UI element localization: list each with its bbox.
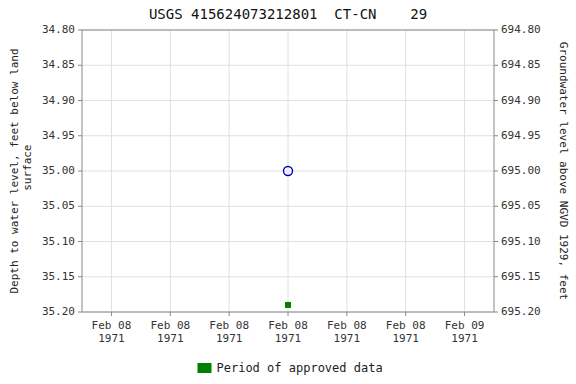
plot-frame bbox=[82, 30, 494, 312]
y2-axis-label: Groundwater level above NGVD 1929, feet bbox=[557, 42, 570, 300]
x-tick bbox=[288, 312, 289, 316]
y2-tick bbox=[494, 171, 498, 172]
x-grid-line bbox=[229, 30, 230, 312]
y-tick-label: 35.15 bbox=[42, 270, 75, 283]
text-line: 1971 bbox=[157, 332, 184, 345]
x-axis: Feb 081971Feb 081971Feb 081971Feb 081971… bbox=[92, 312, 485, 345]
y2-tick-label: 695.00 bbox=[501, 164, 541, 177]
y-tick bbox=[78, 206, 82, 207]
y2-tick-label: 694.80 bbox=[501, 23, 541, 36]
y-axis: 34.80 34.85 34.90 34.95 35.00 35.05 35.10 35.15… bbox=[42, 23, 82, 318]
x-tick bbox=[346, 312, 347, 316]
y-tick-label: 34.85 bbox=[42, 58, 75, 71]
point bbox=[284, 167, 293, 176]
x-tick-label: Feb 081971 bbox=[268, 319, 308, 345]
y2-tick bbox=[494, 312, 498, 313]
x-grid-line bbox=[170, 30, 171, 312]
x-tick bbox=[170, 312, 171, 316]
text-line: Depth to water level, feet below land bbox=[8, 48, 21, 293]
y-tick bbox=[78, 65, 82, 66]
x-tick bbox=[111, 312, 112, 316]
y-tick-label: 34.80 bbox=[42, 23, 75, 36]
marks bbox=[284, 167, 293, 308]
y2-tick-label: 695.15 bbox=[501, 270, 541, 283]
text-line: 1971 bbox=[216, 332, 243, 345]
text-line: Feb 08 bbox=[209, 319, 249, 332]
y-tick bbox=[78, 312, 82, 313]
x-tick-label: Feb 081971 bbox=[386, 319, 426, 345]
y-tick-label: 34.90 bbox=[42, 94, 75, 107]
y2-tick-label: 695.10 bbox=[501, 235, 541, 248]
y-tick-label: 35.05 bbox=[42, 199, 75, 212]
text-line: 1971 bbox=[275, 332, 302, 345]
y-tick bbox=[78, 171, 82, 172]
x-tick-label: Feb 081971 bbox=[327, 319, 367, 345]
y-axis-label: Depth to water level, feet below land su… bbox=[8, 48, 34, 293]
text-line: 1971 bbox=[334, 332, 361, 345]
text-line: Feb 09 bbox=[445, 319, 485, 332]
x-grid-line bbox=[405, 30, 406, 312]
y2-tick bbox=[494, 30, 498, 31]
x-tick-label: Feb 081971 bbox=[92, 319, 132, 345]
text-line: 1971 bbox=[392, 332, 419, 345]
y-tick-label: 35.10 bbox=[42, 235, 75, 248]
x-grid-line bbox=[111, 30, 112, 312]
y2-tick-label: 695.05 bbox=[501, 199, 541, 212]
title: USGS 415624073212801 CT-CN 29 bbox=[149, 6, 427, 22]
y2-tick bbox=[494, 100, 498, 101]
x-tick-label: Feb 091971 bbox=[445, 319, 485, 345]
text-line: Feb 08 bbox=[386, 319, 426, 332]
y2-axis: 695.20 695.15 695.10 695.05 695.00 694.95 694.… bbox=[494, 23, 541, 318]
y2-tick-label: 694.85 bbox=[501, 58, 541, 71]
x-tick bbox=[405, 312, 406, 316]
y2-tick-label: 695.20 bbox=[501, 305, 541, 318]
y2-tick-label: 694.95 bbox=[501, 129, 541, 142]
text-line: surface bbox=[21, 145, 34, 198]
y-tick-label: 34.95 bbox=[42, 129, 75, 142]
x-tick-label: Feb 081971 bbox=[150, 319, 190, 345]
y2-tick bbox=[494, 65, 498, 66]
y2-tick bbox=[494, 276, 498, 277]
x-grid-line bbox=[288, 30, 289, 312]
text-line: 1971 bbox=[451, 332, 478, 345]
y-tick bbox=[78, 100, 82, 101]
x-grid-line bbox=[464, 30, 465, 312]
text-line: Feb 08 bbox=[268, 319, 308, 332]
y-tick bbox=[78, 135, 82, 136]
chart: 34.80 34.85 34.90 34.95 35.00 35.05 35.10 35.15… bbox=[0, 0, 576, 384]
x-tick bbox=[229, 312, 230, 316]
y-tick-label: 35.00 bbox=[42, 164, 75, 177]
grid bbox=[82, 30, 494, 312]
y-tick bbox=[78, 30, 82, 31]
y2-tick-label: 694.90 bbox=[501, 94, 541, 107]
text-line: Feb 08 bbox=[92, 319, 132, 332]
legend-swatch bbox=[198, 363, 212, 373]
x-tick-label: Feb 081971 bbox=[209, 319, 249, 345]
point bbox=[285, 302, 291, 308]
legend: Period of approved data bbox=[198, 361, 383, 375]
y2-tick bbox=[494, 135, 498, 136]
text-line: 1971 bbox=[98, 332, 125, 345]
legend-label: Period of approved data bbox=[217, 361, 383, 375]
y-tick bbox=[78, 276, 82, 277]
x-tick bbox=[464, 312, 465, 316]
text-line: Feb 08 bbox=[327, 319, 367, 332]
text-line: Feb 08 bbox=[150, 319, 190, 332]
y-tick bbox=[78, 241, 82, 242]
y2-tick bbox=[494, 241, 498, 242]
x-grid-line bbox=[346, 30, 347, 312]
y2-tick bbox=[494, 206, 498, 207]
y-tick-label: 35.20 bbox=[42, 305, 75, 318]
